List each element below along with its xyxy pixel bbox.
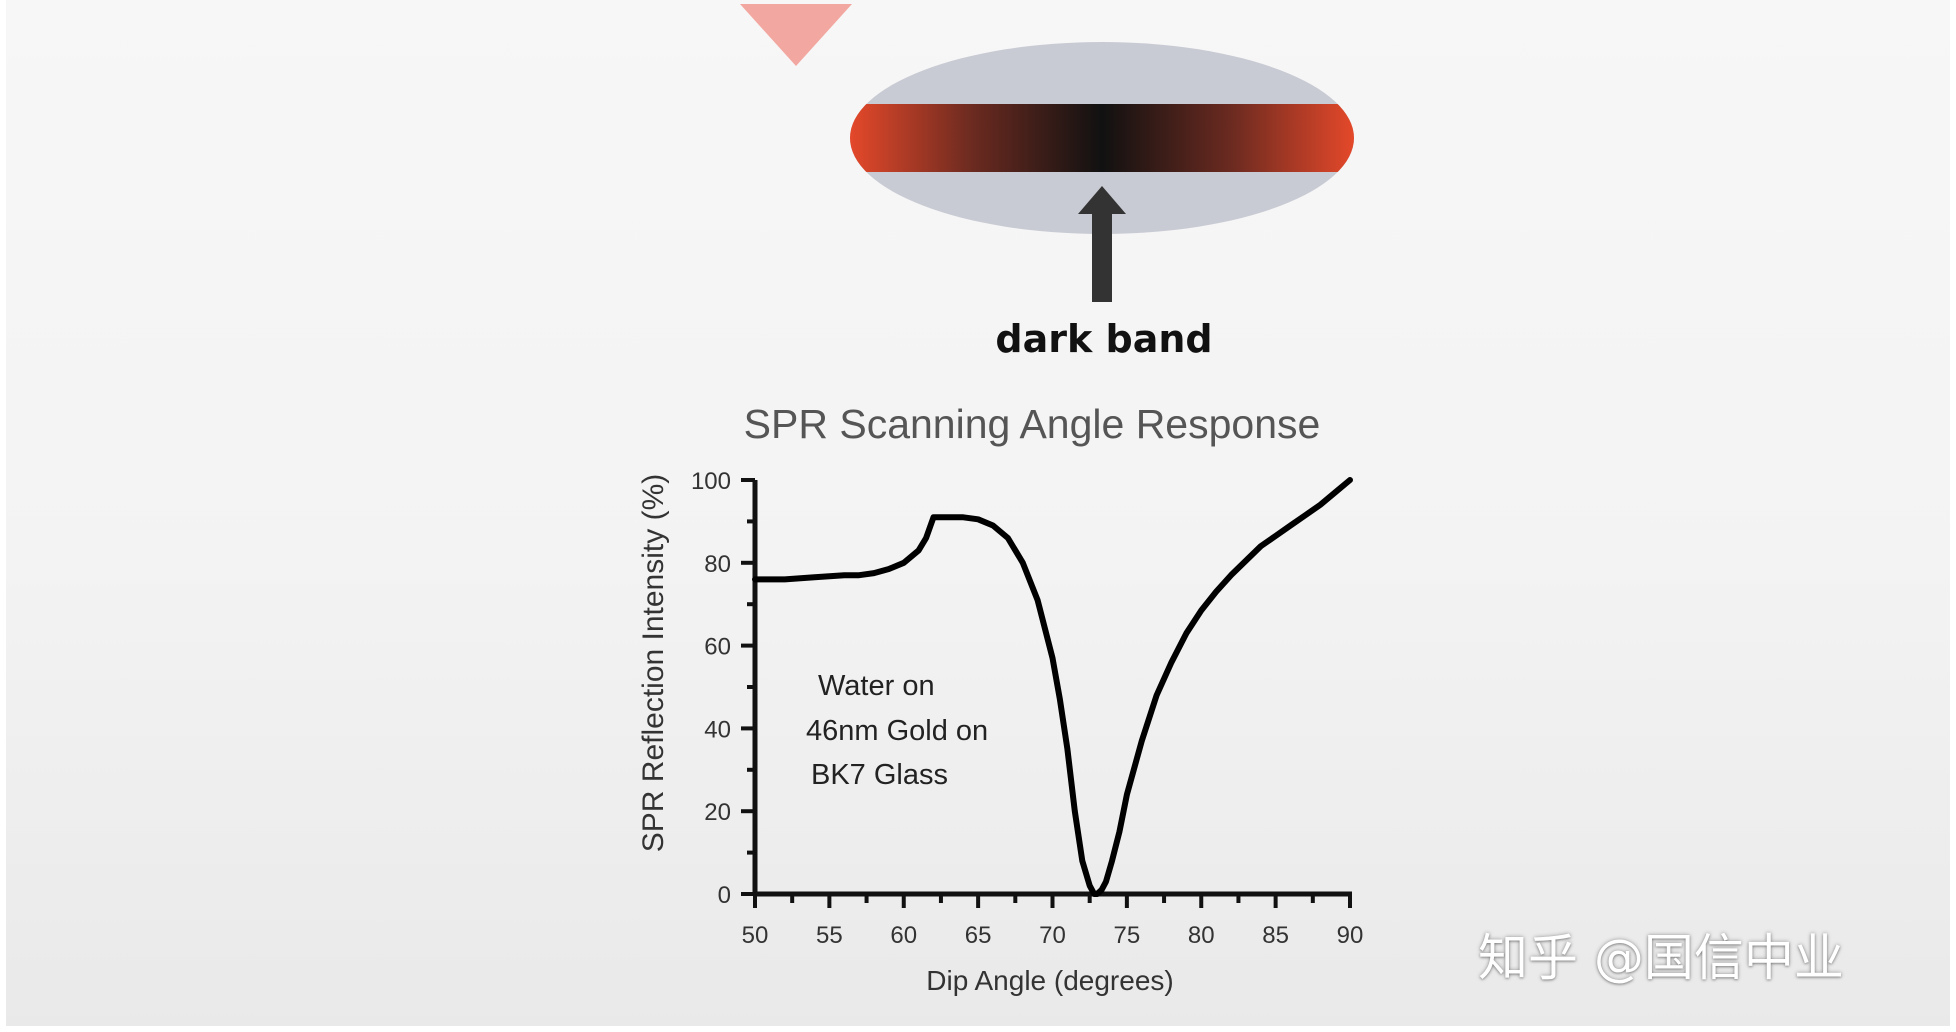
- x-tick-label: 50: [742, 922, 769, 949]
- series-line-1: [752, 477, 1353, 897]
- dark-band-label: dark band: [995, 317, 1212, 361]
- prism-shape: [740, 4, 852, 66]
- y-tick-label: 40: [704, 716, 731, 743]
- reflection-band: [850, 104, 1354, 172]
- chart-plot-area: [752, 477, 1353, 897]
- y-tick-label: 100: [691, 468, 731, 495]
- x-tick-label: 75: [1114, 922, 1141, 949]
- watermark: 知乎 @国信中业: [1478, 929, 1844, 987]
- x-tick-label: 85: [1262, 922, 1289, 949]
- annotation-line-1: Water on: [818, 670, 935, 702]
- x-tick-label: 55: [816, 922, 843, 949]
- x-axis-label: Dip Angle (degrees): [926, 965, 1173, 996]
- x-tick-label: 80: [1188, 922, 1215, 949]
- y-tick-label: 80: [704, 551, 731, 578]
- x-tick-label: 90: [1337, 922, 1364, 949]
- y-tick-label: 20: [704, 799, 731, 826]
- annotation-text: Water on 46nm Gold on BK7 Glass: [806, 670, 988, 791]
- x-tick-label: 60: [890, 922, 917, 949]
- y-axis-label: SPR Reflection Intensity (%): [637, 474, 670, 852]
- y-tick-label: 60: [704, 634, 731, 661]
- x-tick-label: 70: [1039, 922, 1066, 949]
- chart-ticks: 0 20 40 60 80 100 50 55 60 65 70 75 80 85 90: [691, 468, 1363, 949]
- up-arrow-icon: [1078, 186, 1126, 302]
- annotation-line-3: BK7 Glass: [811, 759, 948, 791]
- annotation-line-2: 46nm Gold on: [806, 715, 988, 747]
- x-tick-label: 65: [965, 922, 992, 949]
- chart-title: SPR Scanning Angle Response: [744, 401, 1321, 447]
- y-tick-label: 0: [718, 882, 731, 909]
